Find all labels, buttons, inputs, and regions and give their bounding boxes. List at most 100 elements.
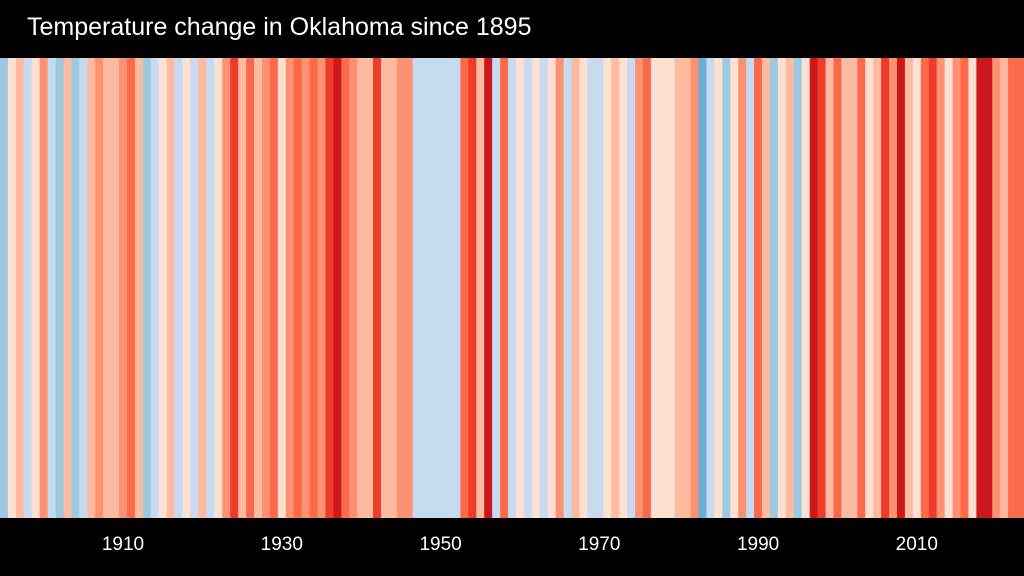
stripe-1999 bbox=[825, 58, 835, 518]
stripe-1921 bbox=[206, 58, 215, 518]
stripe-2023 bbox=[1016, 58, 1024, 518]
stripe-2019 bbox=[984, 58, 993, 518]
stripe-2012 bbox=[928, 58, 938, 518]
stripe-2022 bbox=[1008, 58, 1017, 518]
stripe-1915 bbox=[158, 58, 168, 518]
stripe-1930 bbox=[277, 58, 287, 518]
stripe-1941 bbox=[365, 58, 374, 518]
stripe-1960 bbox=[515, 58, 525, 518]
stripe-1990 bbox=[754, 58, 763, 518]
stripe-1944 bbox=[388, 58, 398, 518]
stripe-1934 bbox=[309, 58, 319, 518]
stripe-1969 bbox=[587, 58, 596, 518]
stripe-1956 bbox=[484, 58, 493, 518]
stripe-2016 bbox=[960, 58, 970, 518]
stripe-1953 bbox=[460, 58, 469, 518]
stripe-1983 bbox=[698, 58, 708, 518]
stripe-1982 bbox=[690, 58, 700, 518]
stripe-2020 bbox=[992, 58, 1001, 518]
stripe-1993 bbox=[777, 58, 787, 518]
stripe-1927 bbox=[254, 58, 263, 518]
stripe-1902 bbox=[55, 58, 65, 518]
stripe-1904 bbox=[71, 58, 80, 518]
stripe-1948 bbox=[420, 58, 430, 518]
stripe-1932 bbox=[293, 58, 303, 518]
stripe-1972 bbox=[611, 58, 620, 518]
stripe-2018 bbox=[976, 58, 985, 518]
stripe-1929 bbox=[269, 58, 279, 518]
stripe-1898 bbox=[23, 58, 33, 518]
stripe-1923 bbox=[222, 58, 231, 518]
stripe-1949 bbox=[428, 58, 438, 518]
stripe-2004 bbox=[865, 58, 874, 518]
stripe-1906 bbox=[87, 58, 96, 518]
stripe-1950 bbox=[436, 58, 446, 518]
stripe-2005 bbox=[873, 58, 882, 518]
stripe-1919 bbox=[190, 58, 200, 518]
stripe-1911 bbox=[127, 58, 136, 518]
stripe-1907 bbox=[95, 58, 104, 518]
stripe-1895 bbox=[0, 58, 9, 518]
x-tick-label: 2010 bbox=[895, 534, 938, 555]
stripe-1992 bbox=[769, 58, 779, 518]
x-tick-label: 1910 bbox=[101, 534, 145, 555]
x-tick-label: 1950 bbox=[419, 534, 462, 555]
stripe-1897 bbox=[15, 58, 25, 518]
stripe-1979 bbox=[666, 58, 676, 518]
stripe-1984 bbox=[706, 58, 716, 518]
stripe-2014 bbox=[944, 58, 954, 518]
stripe-1988 bbox=[738, 58, 747, 518]
stripe-2001 bbox=[841, 58, 850, 518]
stripe-1967 bbox=[571, 58, 581, 518]
stripe-1920 bbox=[198, 58, 207, 518]
stripe-1980 bbox=[674, 58, 684, 518]
stripe-1918 bbox=[182, 58, 192, 518]
stripe-1896 bbox=[7, 58, 17, 518]
stripe-1926 bbox=[246, 58, 255, 518]
stripe-1955 bbox=[476, 58, 485, 518]
stripe-1916 bbox=[166, 58, 176, 518]
stripe-2017 bbox=[968, 58, 977, 518]
stripe-1899 bbox=[31, 58, 41, 518]
stripe-2013 bbox=[936, 58, 946, 518]
stripe-1908 bbox=[103, 58, 112, 518]
stripe-2007 bbox=[889, 58, 898, 518]
stripe-1928 bbox=[261, 58, 271, 518]
stripe-1971 bbox=[603, 58, 612, 518]
stripe-2000 bbox=[833, 58, 843, 518]
x-tick-label: 1930 bbox=[260, 534, 303, 555]
stripe-2015 bbox=[952, 58, 962, 518]
stripe-1966 bbox=[563, 58, 573, 518]
stripe-1951 bbox=[444, 58, 454, 518]
stripe-1938 bbox=[341, 58, 350, 518]
stripe-1964 bbox=[547, 58, 557, 518]
x-tick-label: 1990 bbox=[736, 534, 780, 555]
stripes-plot bbox=[0, 58, 1024, 518]
stripe-1973 bbox=[619, 58, 628, 518]
stripe-1922 bbox=[214, 58, 223, 518]
stripe-1903 bbox=[63, 58, 73, 518]
stripe-2021 bbox=[1000, 58, 1009, 518]
stripe-1952 bbox=[452, 58, 462, 518]
stripe-1989 bbox=[746, 58, 755, 518]
stripe-1976 bbox=[642, 58, 652, 518]
stripe-1942 bbox=[373, 58, 382, 518]
stripe-1946 bbox=[404, 58, 414, 518]
stripe-2011 bbox=[920, 58, 930, 518]
stripe-1970 bbox=[595, 58, 604, 518]
chart-title: Temperature change in Oklahoma since 189… bbox=[27, 13, 532, 41]
stripe-1939 bbox=[349, 58, 358, 518]
stripe-1995 bbox=[793, 58, 803, 518]
stripe-1965 bbox=[555, 58, 565, 518]
stripe-1935 bbox=[317, 58, 327, 518]
stripe-2003 bbox=[857, 58, 866, 518]
x-tick-label: 1970 bbox=[578, 534, 621, 555]
stripe-2010 bbox=[912, 58, 922, 518]
stripe-1996 bbox=[801, 58, 811, 518]
stripe-1959 bbox=[508, 58, 517, 518]
stripe-1961 bbox=[523, 58, 533, 518]
stripe-1936 bbox=[325, 58, 334, 518]
stripe-1910 bbox=[119, 58, 128, 518]
stripe-1917 bbox=[174, 58, 184, 518]
